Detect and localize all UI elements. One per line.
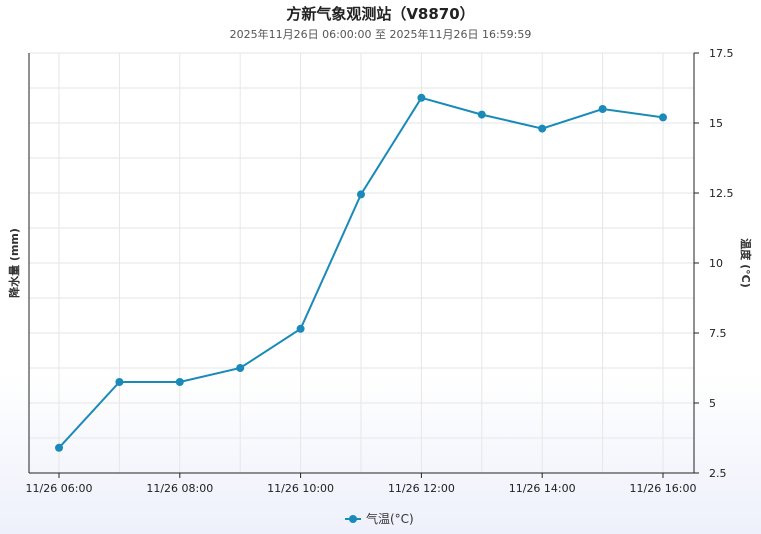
chart-subtitle: 2025年11月26日 06:00:00 至 2025年11月26日 16:59… [229,28,532,41]
legend[interactable]: 气温(°C) [345,511,414,526]
y-tick-label: 10 [709,257,723,270]
y-tick-label: 15 [709,117,723,130]
y-tick-label: 7.5 [709,327,727,340]
y-tick-label: 17.5 [709,47,734,60]
series-temperature [55,93,667,452]
y-tick-label: 12.5 [709,187,734,200]
chart-title: 方新气象观测站（V8870） [286,5,475,23]
x-tick-label: 11/26 06:00 [26,482,93,495]
legend-label: 气温(°C) [366,511,414,526]
y-tick-label: 5 [709,397,716,410]
y-left-axis-label: 降水量 (mm) [7,228,21,298]
x-axis-ticks: 11/26 06:00 11/26 08:00 11/26 10:00 11/26 1… [26,473,697,495]
data-point[interactable] [538,124,547,133]
grid-lines [29,52,694,474]
legend-marker-icon [349,515,357,523]
data-point[interactable] [236,364,245,372]
data-point[interactable] [659,113,667,122]
y-right-axis-ticks: 17.5 15 12.5 10 7.5 5 2.5 [694,47,734,480]
data-point[interactable] [55,443,63,452]
data-point[interactable] [357,190,365,199]
x-tick-label: 11/26 14:00 [509,482,576,495]
x-tick-label: 11/26 10:00 [267,482,334,495]
x-tick-label: 11/26 16:00 [630,482,697,495]
y-tick-label: 2.5 [709,467,727,480]
data-point[interactable] [477,110,486,119]
data-point[interactable] [115,378,124,386]
data-point[interactable] [417,93,426,102]
x-tick-label: 11/26 12:00 [388,482,455,495]
y-right-axis-label: 温度 (°C) [739,238,753,287]
x-tick-label: 11/26 08:00 [146,482,213,495]
data-point[interactable] [598,105,607,113]
data-point[interactable] [296,324,305,333]
data-point[interactable] [175,378,184,386]
